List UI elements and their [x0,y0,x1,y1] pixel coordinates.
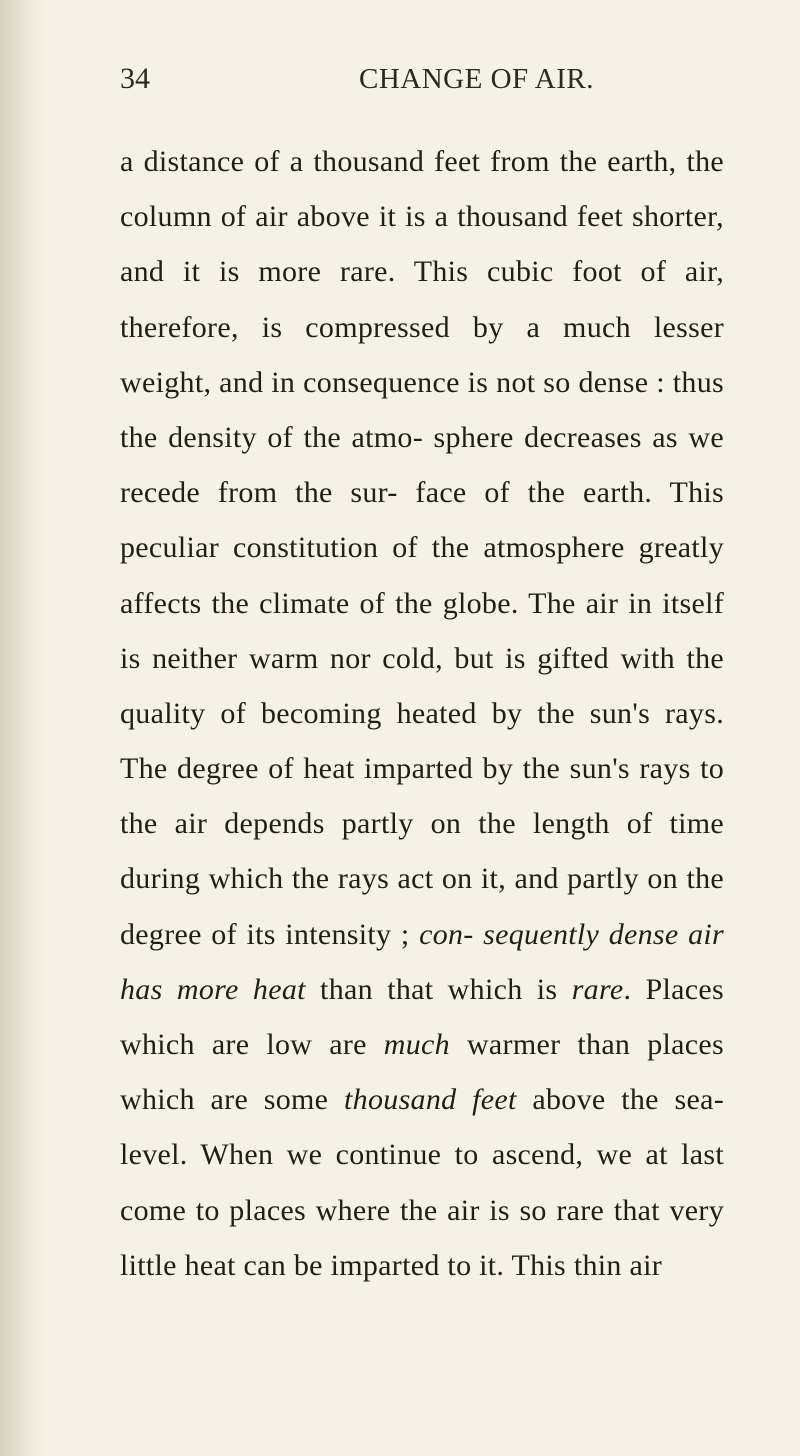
page-header: 34 CHANGE OF AIR. [120,62,724,96]
page-number: 34 [120,62,150,96]
body-text: a distance of a thousand feet from the e… [120,134,724,1293]
page-title: CHANGE OF AIR. [359,63,594,96]
page-container: 34 CHANGE OF AIR. a distance of a thousa… [0,0,800,1456]
